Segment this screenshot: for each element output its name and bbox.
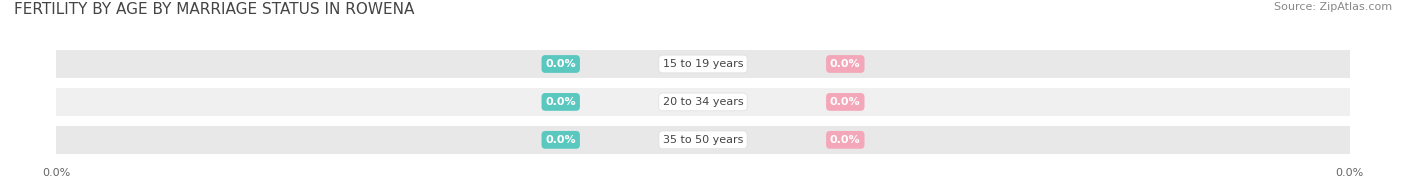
Text: 35 to 50 years: 35 to 50 years — [662, 135, 744, 145]
Text: 0.0%: 0.0% — [546, 97, 576, 107]
Text: Source: ZipAtlas.com: Source: ZipAtlas.com — [1274, 2, 1392, 12]
Text: FERTILITY BY AGE BY MARRIAGE STATUS IN ROWENA: FERTILITY BY AGE BY MARRIAGE STATUS IN R… — [14, 2, 415, 17]
Text: 0.0%: 0.0% — [830, 135, 860, 145]
Text: 0.0%: 0.0% — [830, 97, 860, 107]
Text: 0.0%: 0.0% — [546, 59, 576, 69]
Text: 0.0%: 0.0% — [830, 59, 860, 69]
Text: 0.0%: 0.0% — [546, 135, 576, 145]
Bar — [56, 50, 1350, 78]
Bar — [56, 126, 1350, 153]
Text: 20 to 34 years: 20 to 34 years — [662, 97, 744, 107]
Text: 15 to 19 years: 15 to 19 years — [662, 59, 744, 69]
Bar — [56, 88, 1350, 116]
